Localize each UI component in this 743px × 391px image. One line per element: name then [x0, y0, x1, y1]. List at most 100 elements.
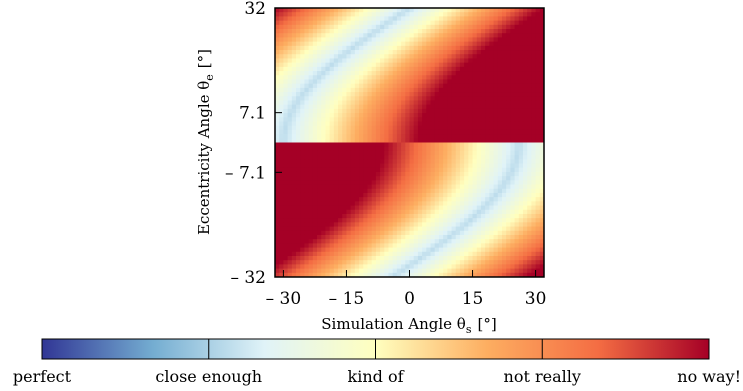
heatmap-cell [527, 226, 532, 232]
heatmap-cell [464, 159, 469, 165]
heatmap-cell [300, 58, 306, 64]
heatmap-cell [279, 41, 284, 47]
heatmap-cell [367, 66, 373, 72]
heatmap-cell [338, 226, 343, 232]
heatmap-cell [489, 155, 495, 160]
heatmap-cell [417, 121, 423, 127]
heatmap-cell [413, 117, 419, 123]
heatmap-cell [535, 87, 541, 93]
heatmap-cell [506, 96, 511, 102]
heatmap-cell [472, 197, 478, 202]
heatmap-cell [346, 87, 352, 93]
heatmap-cell [459, 37, 465, 43]
heatmap-cell [464, 268, 469, 274]
heatmap-cell [480, 83, 486, 89]
heatmap-cell [455, 41, 461, 47]
heatmap-cell [468, 134, 474, 139]
heatmap-cell [287, 205, 293, 211]
heatmap-cell [325, 163, 331, 169]
heatmap-cell [485, 251, 490, 257]
heatmap-cell [346, 33, 352, 39]
heatmap-cell [535, 104, 541, 110]
heatmap-cell [455, 92, 461, 97]
heatmap-cell [455, 264, 461, 270]
heatmap-cell [321, 79, 327, 85]
heatmap-cell [464, 243, 469, 249]
heatmap-cell [283, 16, 289, 22]
heatmap-cell [451, 243, 457, 249]
heatmap-cell [522, 29, 528, 34]
heatmap-cell [375, 171, 381, 177]
heatmap-cell [497, 197, 503, 202]
heatmap-cell [329, 121, 335, 127]
heatmap-cell [401, 213, 406, 219]
heatmap-cell [417, 176, 423, 181]
heatmap-cell [333, 16, 339, 22]
heatmap-cell [506, 58, 511, 64]
heatmap-cell [279, 218, 284, 223]
heatmap-cell [522, 255, 528, 261]
heatmap-cell [405, 180, 411, 186]
heatmap-cell [308, 8, 314, 13]
heatmap-cell [380, 197, 385, 202]
heatmap-cell [363, 33, 369, 39]
heatmap-cell [363, 71, 369, 76]
heatmap-cell [325, 71, 331, 76]
heatmap-cell [317, 176, 322, 181]
heatmap-cell [426, 50, 432, 55]
heatmap-cell [338, 234, 343, 240]
heatmap-cell [451, 71, 457, 76]
heatmap-cell [451, 117, 457, 123]
heatmap-cell [396, 176, 402, 181]
heatmap-cell [329, 188, 335, 194]
heatmap-cell [300, 87, 306, 93]
heatmap-cell [338, 251, 343, 257]
heatmap-cell [384, 79, 390, 85]
heatmap-cell [455, 218, 461, 223]
heatmap-cell [443, 142, 448, 148]
heatmap-cell [329, 142, 335, 148]
heatmap-cell [455, 108, 461, 114]
heatmap-cell [392, 62, 398, 68]
heatmap-cell [518, 71, 524, 76]
heatmap-cell [359, 142, 364, 148]
heatmap-cell [388, 239, 394, 244]
heatmap-cell [451, 58, 457, 64]
heatmap-cell [422, 201, 427, 207]
heatmap-cell [359, 113, 364, 118]
heatmap-cell [354, 264, 360, 270]
heatmap-cell [308, 155, 314, 160]
colorbar-ticks [41, 339, 710, 359]
heatmap-cell [342, 268, 348, 274]
heatmap-cell [422, 255, 427, 261]
heatmap-cell [447, 33, 453, 39]
heatmap-cell [422, 24, 427, 30]
heatmap-cell [447, 247, 453, 253]
heatmap-cell [539, 41, 544, 47]
heatmap-cell [363, 255, 369, 261]
heatmap-cell [388, 234, 394, 240]
heatmap-cell [455, 188, 461, 194]
heatmap-cell [539, 213, 544, 219]
heatmap-cell [518, 92, 524, 97]
heatmap-cell [375, 138, 381, 144]
heatmap-cell [359, 41, 364, 47]
heatmap-cell [501, 125, 507, 131]
heatmap-cell [300, 159, 306, 165]
heatmap-cell [464, 50, 469, 55]
heatmap-cell [333, 117, 339, 123]
heatmap-cell [329, 264, 335, 270]
heatmap-cell [300, 205, 306, 211]
heatmap-cell [489, 171, 495, 177]
heatmap-cell [333, 159, 339, 165]
heatmap-cell [434, 192, 440, 198]
heatmap-cell [464, 96, 469, 102]
heatmap-cell [275, 163, 280, 169]
heatmap-cell [291, 16, 297, 22]
heatmap-cell [480, 180, 486, 186]
heatmap-cell [296, 201, 301, 207]
heatmap-cell [527, 16, 532, 22]
heatmap-cell [312, 20, 318, 26]
heatmap-cell [472, 209, 478, 215]
heatmap-cell [459, 50, 465, 55]
